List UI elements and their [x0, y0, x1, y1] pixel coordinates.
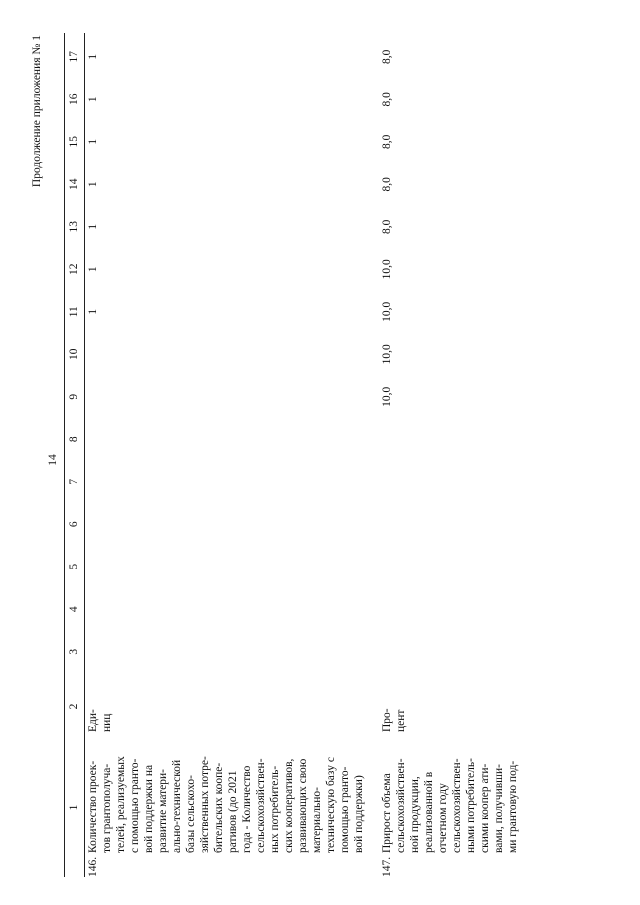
- row-name-line: ских кооперативов,: [283, 758, 295, 853]
- row-name-line: материально-: [311, 787, 323, 853]
- column-number: 4: [68, 606, 80, 613]
- column-number: 11: [68, 306, 80, 318]
- column-number: 13: [68, 221, 80, 233]
- row-name-line: ной продукции,: [409, 776, 421, 853]
- cell-value: 1: [87, 308, 99, 315]
- row-name-line: сельскохозяйствен-: [451, 758, 463, 853]
- column-number: 15: [68, 136, 80, 148]
- row-name-line: телей, реализуемых: [115, 756, 127, 853]
- row-name-line: ными потребитель-: [465, 758, 477, 853]
- column-number: 12: [68, 263, 80, 276]
- unit-line: ниц: [101, 713, 113, 732]
- continuation-note: Продолжение приложения № 1: [31, 35, 43, 188]
- row-name-line: базы сельскохо-: [185, 775, 197, 853]
- row-name-line: тов грантополуча-: [101, 763, 113, 853]
- row-name-line: развивающих свою: [297, 758, 309, 853]
- cell-value: 1: [87, 181, 99, 188]
- column-number: 8: [68, 436, 80, 443]
- cell-value: 10,0: [381, 301, 393, 322]
- column-number: 1: [68, 804, 80, 811]
- row-name-line: ально-технической: [171, 759, 183, 853]
- cell-value: 10,0: [381, 259, 393, 280]
- unit-line: Про-: [381, 708, 393, 732]
- column-number: 5: [68, 563, 80, 570]
- row-name-line: бительских коопе-: [213, 762, 225, 853]
- row-name-line: вами, получивши-: [493, 763, 505, 853]
- row-name-line: сельскохозяйствен-: [395, 758, 407, 853]
- row-name-line: отчетном году: [437, 783, 449, 853]
- row-name-line: Количество проек-: [87, 760, 99, 853]
- row-name-line: ми грантовую под-: [507, 760, 519, 853]
- cell-value: 8,0: [381, 134, 393, 149]
- row-name-line: скими коопер ати-: [479, 763, 491, 853]
- row-name-line: реализованной в: [423, 771, 435, 853]
- row-number: 147.: [381, 856, 393, 877]
- row-name-line: зяйственных потре-: [199, 756, 211, 853]
- cell-value: 10,0: [381, 344, 393, 365]
- column-number: 17: [68, 51, 80, 63]
- cell-value: 1: [87, 266, 99, 273]
- column-number: 3: [68, 648, 80, 655]
- row-name-line: развитие матери-: [157, 768, 169, 853]
- row-name-line: сельскохозяйствен-: [255, 758, 267, 853]
- row-name-line: ных потребитель-: [269, 765, 281, 853]
- table-top-border: [64, 33, 65, 877]
- row-name-line: техническую базу с: [325, 757, 337, 853]
- row-number: 146.: [87, 856, 99, 877]
- column-number: 9: [68, 393, 80, 400]
- column-number: 6: [68, 521, 80, 528]
- cell-value: 1: [87, 53, 99, 60]
- row-name-line: вой поддержки): [353, 775, 365, 853]
- column-number: 7: [68, 478, 80, 485]
- cell-value: 10,0: [381, 386, 393, 407]
- column-number: 2: [68, 703, 80, 710]
- row-name-line: с помощью гранто-: [129, 758, 141, 853]
- cell-value: 8,0: [381, 219, 393, 234]
- cell-value: 8,0: [381, 92, 393, 107]
- column-number: 10: [68, 348, 80, 361]
- unit-line: Еди-: [87, 709, 99, 732]
- cell-value: 1: [87, 96, 99, 103]
- page-number: 14: [47, 454, 59, 466]
- unit-line: цент: [395, 709, 407, 732]
- cell-value: 8,0: [381, 177, 393, 192]
- row-name-line: Прирост объема: [381, 773, 393, 853]
- cell-value: 8,0: [381, 49, 393, 64]
- cell-value: 1: [87, 138, 99, 145]
- row-name-line: вой поддержки на: [143, 764, 155, 853]
- column-number: 16: [68, 93, 80, 106]
- cell-value: 1: [87, 223, 99, 230]
- row-name-line: помощью гранто-: [339, 766, 351, 853]
- row-name-line: года - Количество: [241, 765, 253, 853]
- row-name-line: ративов (до 2021: [227, 770, 239, 853]
- header-border: [84, 33, 85, 877]
- column-number: 14: [68, 178, 80, 191]
